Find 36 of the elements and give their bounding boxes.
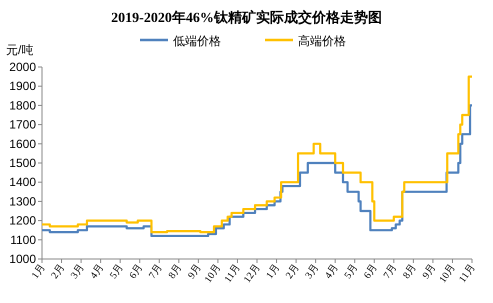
y-tick-label: 1600 [9,136,36,151]
x-tick-label: 11月 [222,262,243,285]
x-tick-label: 11月 [457,262,478,285]
legend-label: 高端价格 [298,34,346,48]
y-tick-label: 1800 [9,98,36,112]
y-tick-label: 1700 [9,118,36,132]
x-tick-label: 8月 [401,262,419,282]
x-tick-label: 10月 [202,262,224,286]
x-tick-label: 4月 [88,262,106,282]
x-tick-label: 7月 [382,262,400,282]
y-tick-label: 2000 [9,60,36,74]
x-tick-label: 7月 [147,262,165,282]
x-tick-label: 12月 [242,262,262,286]
y-tick-label: 1300 [9,194,36,208]
x-tick-label: 9月 [186,262,204,282]
y-tick-label: 1500 [9,156,36,170]
x-tick-label: 3月 [68,262,87,282]
y-tick-label: 1100 [10,232,36,247]
x-tick-label: 3月 [303,262,322,282]
x-tick-label: 5月 [342,262,360,282]
chart-title: 2019-2020年46%钛精矿实际成交价格走势图 [111,9,382,26]
x-tick-label: 9月 [420,262,438,282]
x-tick-label: 6月 [128,262,146,282]
y-tick-label: 1900 [9,79,36,94]
x-tick-label: 2月 [49,262,68,282]
x-tick-label: 5月 [108,262,126,282]
x-tick-label: 1月 [264,262,282,282]
x-tick-label: 10月 [437,262,458,286]
x-tick-label: 6月 [362,262,380,282]
x-tick-label: 4月 [323,262,341,282]
x-tick-label: 8月 [166,262,184,282]
y-axis-title: 元/吨 [6,43,34,57]
y-tick-label: 1400 [9,175,36,190]
x-tick-label: 2月 [284,262,302,282]
legend-label: 低端价格 [173,34,221,48]
y-tick-label: 1200 [9,214,36,228]
